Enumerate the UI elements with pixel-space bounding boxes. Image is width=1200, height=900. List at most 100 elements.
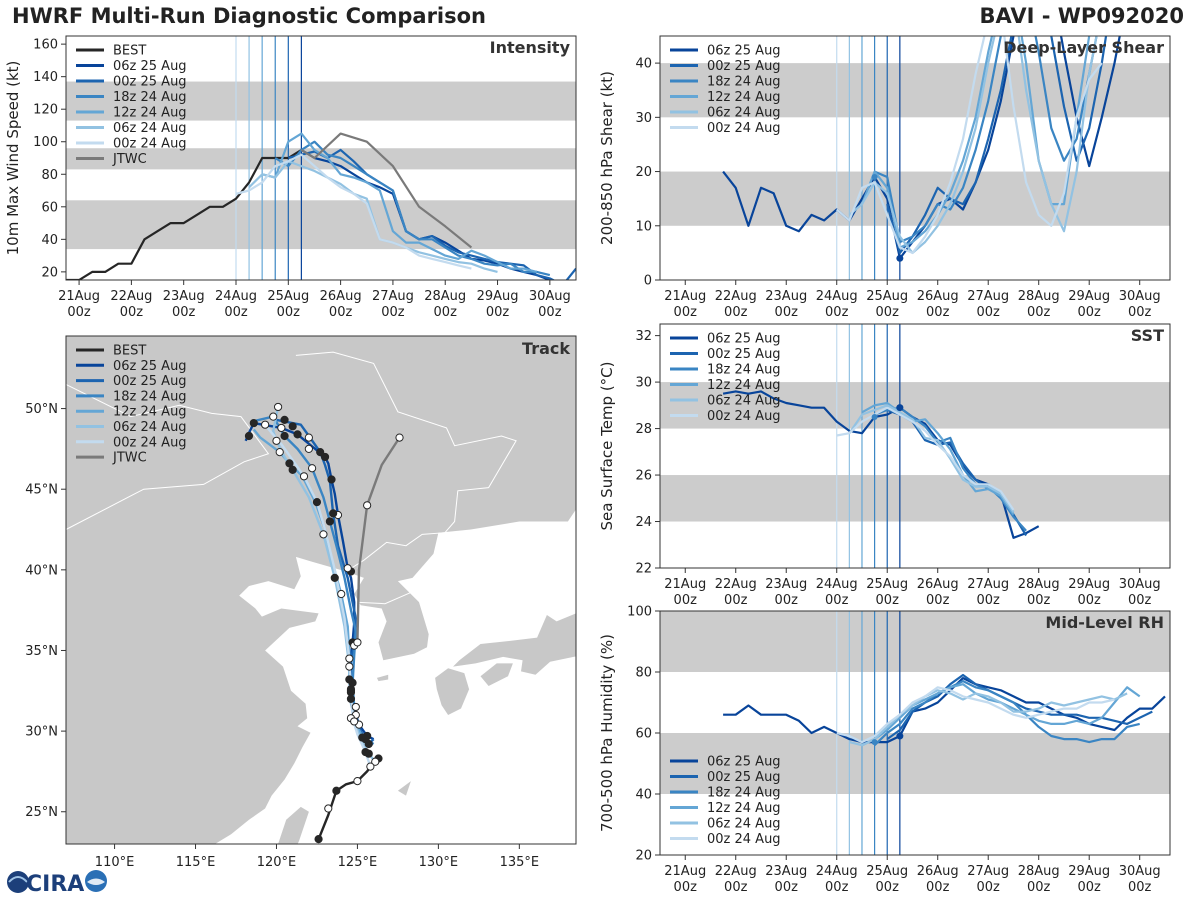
legend-label: 00z 24 Aug [707, 832, 781, 847]
track-point-06z-25-aug [293, 430, 302, 439]
legend-label: 06z 24 Aug [707, 106, 781, 121]
x-tick-sublabel: 00z [172, 305, 196, 320]
x-tick-label: 28Aug [1018, 577, 1060, 592]
track-point-00z-24-aug [299, 472, 309, 481]
track-point-00z-24-aug [346, 686, 356, 695]
y-tick-label: 140 [33, 70, 58, 85]
y-tick-label: 100 [627, 605, 652, 620]
legend-label: 00z 24 Aug [707, 409, 781, 424]
series-00z-24-aug [836, 686, 1115, 744]
x-tick-sublabel: 00z [724, 305, 748, 320]
x-tick-label: 30Aug [1119, 577, 1161, 592]
y-tick-label: 80 [635, 666, 652, 681]
legend-label: 12z 24 Aug [707, 378, 781, 393]
track-point-12z-24-aug [285, 459, 294, 468]
track-point-00z-25-aug [280, 415, 289, 424]
x-tick-label: 27Aug [967, 577, 1009, 592]
logo-text: CIRA [26, 872, 84, 897]
x-tick-label: 21Aug [58, 289, 100, 304]
x-tick-label: 29Aug [1068, 289, 1110, 304]
threshold-band [66, 200, 576, 250]
y-tick-label: 160 [33, 38, 58, 53]
x-tick-label: 25Aug [866, 864, 908, 879]
x-tick-label: 24Aug [816, 289, 858, 304]
panel-title: Track [522, 339, 570, 358]
track-point-06z-24-aug [350, 717, 359, 726]
sst-panel: 22242628303221Aug00z22Aug00z23Aug00z24Au… [598, 323, 1171, 608]
x-tick-sublabel: 00z [1128, 305, 1152, 320]
track-point-18z-24-aug [307, 464, 317, 473]
y-tick-label: 40 [635, 788, 652, 803]
series-06z-25-aug [723, 676, 1166, 744]
y-tick-label: 35°N [25, 644, 58, 659]
analysis-point [871, 413, 878, 420]
track-point-00z-25-aug [316, 448, 325, 457]
x-tick-sublabel: 00z [977, 305, 1001, 320]
y-tick-label: 30°N [25, 725, 58, 740]
x-tick-sublabel: 00z [434, 305, 458, 320]
x-tick-label: 21Aug [664, 577, 706, 592]
panel-title: Deep-Layer Shear [1003, 38, 1164, 57]
track-point-00z-24-aug [312, 498, 322, 507]
track-point-best [353, 777, 362, 786]
land-okinawa [397, 781, 411, 796]
legend-label: 06z 24 Aug [707, 394, 781, 409]
x-tick-sublabel: 00z [1078, 880, 1102, 895]
x-tick-sublabel: 00z [724, 880, 748, 895]
threshold-band [660, 171, 1170, 226]
x-tick-label: 30Aug [529, 289, 571, 304]
panel-title: SST [1131, 326, 1164, 345]
border-line [354, 591, 412, 605]
land-jeju [376, 674, 389, 682]
track-point-18z-24-aug [351, 702, 360, 712]
track-point-06z-25-aug [249, 418, 258, 428]
x-tick-sublabel: 00z [486, 305, 510, 320]
x-tick-sublabel: 00z [977, 593, 1001, 608]
y-tick-label: 25°N [25, 805, 58, 820]
y-axis-label: 10m Max Wind Speed (kt) [4, 61, 22, 256]
rh-plot-area [660, 611, 1170, 855]
track-00z-24-aug [264, 423, 372, 767]
x-tick-label: 23Aug [163, 289, 205, 304]
legend-label: JTWC [112, 451, 147, 466]
x-tick-sublabel: 00z [775, 880, 799, 895]
x-tick-label: 22Aug [715, 864, 757, 879]
x-tick-sublabel: 00z [1128, 593, 1152, 608]
track-point-best [332, 786, 341, 795]
track-point-06z-24-aug [288, 465, 297, 474]
x-tick-label: 25Aug [866, 289, 908, 304]
track-point-12z-24-aug [358, 733, 367, 742]
x-tick-label: 25Aug [866, 577, 908, 592]
legend-label: 18z 24 Aug [707, 363, 781, 378]
y-tick-label: 32 [635, 329, 652, 344]
y-tick-label: 24 [635, 515, 652, 530]
x-tick-label: 24Aug [215, 289, 257, 304]
y-tick-label: 30 [635, 376, 652, 391]
track-point-06z-24-aug [272, 436, 281, 445]
x-tick-sublabel: 00z [674, 880, 698, 895]
x-tick-label: 125°E [338, 855, 378, 870]
sst-frame [659, 323, 1171, 569]
legend-label: 00z 24 Aug [113, 435, 187, 450]
track-point-12z-24-aug [337, 589, 346, 599]
series-00z-24-aug [835, 36, 1103, 254]
x-tick-sublabel: 00z [329, 305, 353, 320]
track-point-06z-24-aug [371, 757, 380, 766]
x-tick-label: 24Aug [816, 864, 858, 879]
x-tick-label: 25Aug [267, 289, 309, 304]
land-taiwan [278, 806, 309, 844]
x-tick-label: 24Aug [816, 577, 858, 592]
legend-label: 06z 25 Aug [707, 332, 781, 347]
track-point-00z-24-aug [361, 747, 370, 757]
x-tick-sublabel: 00z [1027, 880, 1051, 895]
legend-label: 06z 24 Aug [707, 817, 781, 832]
series-00z-24-aug [836, 406, 1015, 511]
intensity-frame [65, 35, 577, 281]
legend-label: 00z 25 Aug [113, 374, 187, 389]
track-point-12z-24-aug [345, 675, 354, 684]
y-tick-label: 45°N [25, 483, 58, 498]
shear-plot-area [660, 36, 1170, 280]
x-tick-sublabel: 00z [277, 305, 301, 320]
series-12z-24-aug [261, 132, 538, 273]
